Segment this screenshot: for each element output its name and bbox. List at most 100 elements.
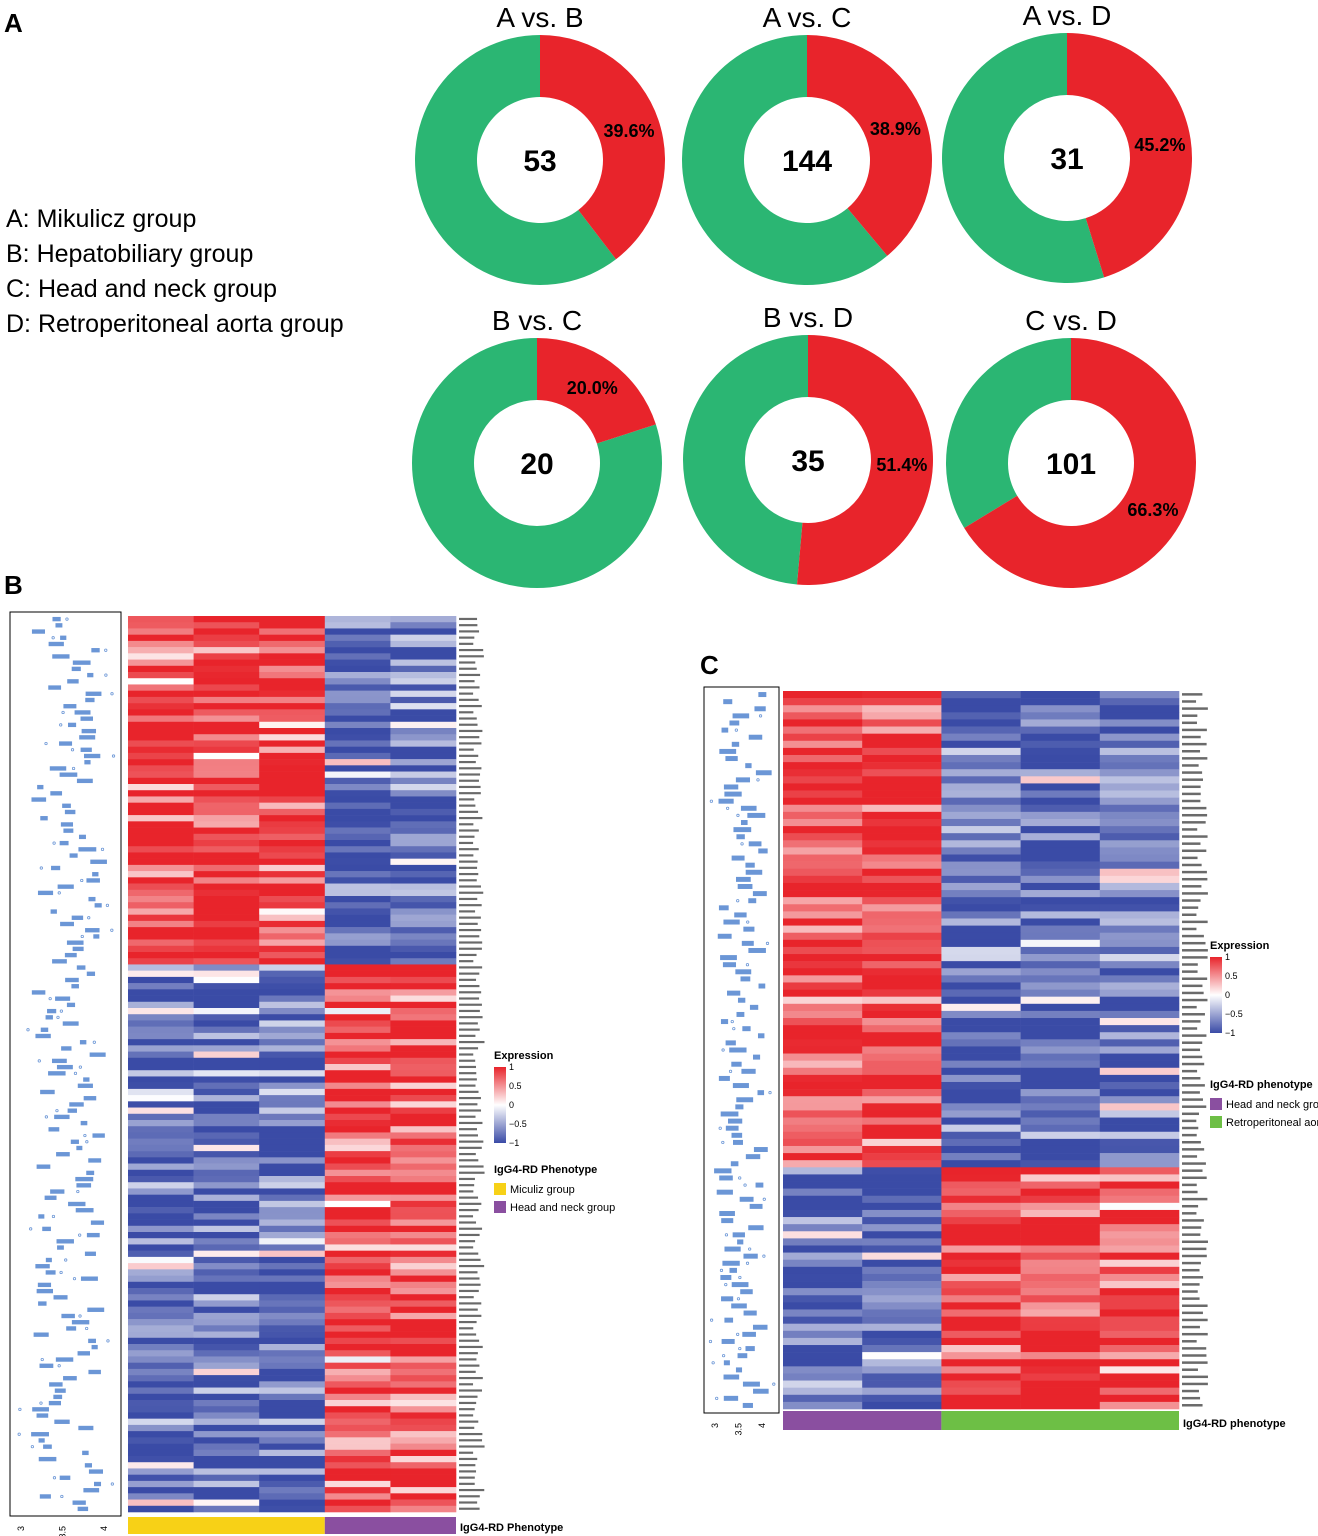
boxplot-box [714,1168,732,1174]
gene-label-mark [1182,913,1197,916]
heatmap-cell [128,1456,194,1463]
heatmap-cell [1099,1124,1180,1133]
heatmap-cell [1020,1053,1101,1061]
heatmap-cell [259,1082,326,1090]
heatmap-cell [1020,1117,1101,1125]
heatmap-cell [390,1151,457,1158]
heatmap-cell [390,1325,457,1332]
heatmap-cell [193,1474,260,1482]
heatmap-cell [862,1259,942,1268]
gene-label-mark [459,1078,477,1081]
heatmap-cell [390,1057,457,1065]
heatmap-cell [259,864,326,872]
gene-label-mark [1182,963,1198,966]
gene-label-mark [459,891,484,894]
gene-label-mark [459,1215,474,1218]
boxplot-box [740,976,751,982]
heatmap-cell [193,1368,260,1376]
boxplot-box [87,1307,105,1312]
heatmap-cell [783,961,863,969]
heatmap-cell [259,1294,326,1301]
heatmap-cell [128,989,194,996]
heatmap-cell [783,1337,863,1346]
heatmap-cell [1020,882,1101,891]
heatmap-cell [941,1110,1021,1118]
donut-total: 20 [520,448,553,481]
boxplot-outlier [746,920,750,924]
heatmap-cell [941,740,1021,749]
gene-label-mark [459,1065,477,1069]
boxplot-box [84,760,91,765]
heatmap-cell [390,1169,457,1177]
heatmap-cell [390,796,457,803]
boxplot-box [61,1313,75,1319]
heatmap-cell [193,1032,260,1040]
heatmap-cell [783,776,863,784]
heatmap-cell [783,1231,863,1239]
heatmap-cell [783,790,863,798]
heatmap-cell [390,703,457,710]
heatmap-cell [941,847,1021,855]
boxplot-outlier [736,1297,741,1301]
heatmap-cell [941,1124,1021,1133]
heatmap-cell [193,1026,260,1034]
heatmap-cell [862,946,942,955]
heatmap-cell [862,1131,942,1140]
heatmap-cell [390,1306,457,1314]
gene-label-mark [1182,813,1208,817]
heatmap-cell [941,1145,1021,1154]
boxplot-box [735,777,751,783]
heatmap-cell [1020,833,1101,841]
boxplot-box [31,797,47,802]
heatmap-cell [390,1400,457,1407]
heatmap-cell [862,811,942,820]
heatmap-cell [862,868,942,877]
heatmap-cell [128,1312,194,1320]
boxplot-box [723,1374,740,1380]
heatmap-cell [941,1010,1021,1019]
heatmap-cell [128,721,194,729]
heatmap-cell [324,827,391,835]
heatmap-cell [193,771,260,779]
heatmap-cell [1099,1138,1180,1147]
gene-label-mark [459,1096,481,1100]
heatmap-cell [128,1480,194,1488]
gene-label-mark [459,1040,485,1044]
heatmap-cell [193,634,260,642]
gene-label-mark [459,1464,476,1467]
boxplot-outlier [59,1270,63,1275]
heatmap-cell [259,920,326,928]
heatmap-cell [193,1176,260,1183]
heatmap-cell [193,1113,260,1121]
heatmap-cell [324,1443,391,1451]
gene-label-mark [459,1333,477,1336]
gene-label-mark [1182,1062,1205,1066]
heatmap-cell [324,771,391,779]
boxplot-box [735,1367,743,1373]
heatmap-cell [862,1160,942,1168]
heatmap-cell [390,690,457,698]
heatmap-cell [390,752,457,760]
heatmap-cell [1020,1273,1101,1282]
heatmap-cell [783,1032,863,1040]
boxplot-box [64,952,77,958]
heatmap-cell [390,728,457,735]
boxplot-box [745,763,752,769]
heatmap-cell [390,1207,457,1214]
heatmap-cell [1020,1195,1101,1204]
heatmap-cell [862,1025,942,1033]
heatmap-cell [259,1325,326,1332]
heatmap-cell [1099,1266,1180,1275]
heatmap-cell [862,691,942,699]
boxplot-box [719,748,737,754]
heatmap-cell [390,939,457,947]
heatmap-cell [259,684,326,691]
gene-label-mark [1182,1013,1205,1016]
heatmap-cell [862,1124,942,1133]
boxplot-box [719,1175,733,1181]
heatmap-cell [324,864,391,872]
gene-label-mark [459,1308,478,1311]
gene-label-mark [459,1090,479,1093]
heatmap-cell [193,939,260,947]
gene-label-mark [459,872,479,876]
